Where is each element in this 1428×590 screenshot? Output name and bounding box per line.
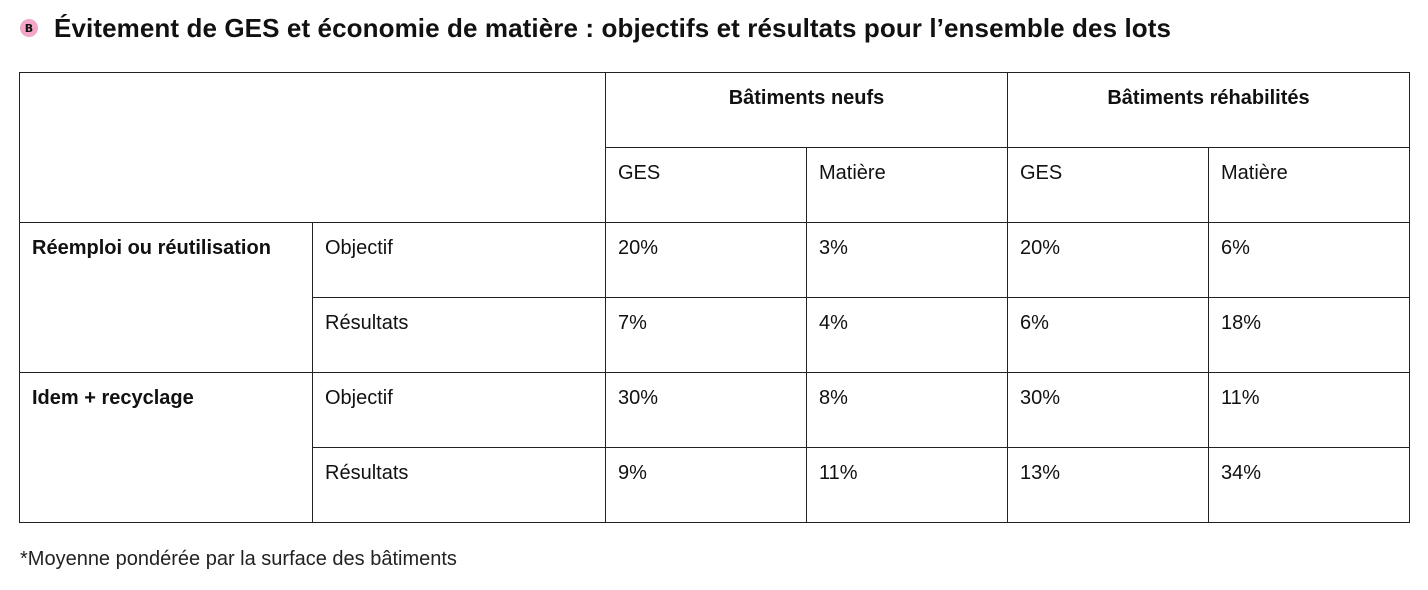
table-cell: 18% — [1207, 297, 1411, 373]
table-cell: 20% — [605, 222, 807, 298]
table-cell: 3% — [806, 222, 1008, 298]
row-label: Objectif — [312, 222, 606, 298]
category-label-reuse: Réemploi ou réutilisation — [19, 222, 313, 373]
row-label: Objectif — [312, 372, 606, 448]
table-cell: 11% — [806, 447, 1008, 523]
group-header-rehab-buildings: Bâtiments réhabilités — [1006, 72, 1411, 148]
row-label: Résultats — [312, 447, 606, 523]
table-cell: 34% — [1207, 447, 1411, 523]
empty-corner-cell — [19, 72, 606, 223]
table-cell: 13% — [1007, 447, 1209, 523]
table-cell: 20% — [1007, 222, 1209, 298]
table-cell: 11% — [1207, 372, 1411, 448]
table-cell: 30% — [605, 372, 807, 448]
table-cell: 4% — [806, 297, 1008, 373]
column-header-ges-rehab: GES — [1007, 147, 1209, 223]
section-title: Évitement de GES et économie de matière … — [54, 12, 1172, 43]
results-table: Bâtiments neufs Bâtiments réhabilités GE… — [19, 72, 1411, 523]
section-badge: B — [20, 19, 38, 37]
table-cell: 30% — [1007, 372, 1209, 448]
table-row: Résultats 9% 11% 13% 34% — [20, 447, 1411, 523]
table-cell: 6% — [1007, 297, 1209, 373]
table-row: Réemploi ou réutilisation Objectif 20% 3… — [19, 222, 1411, 373]
section-heading: B Évitement de GES et économie de matièr… — [20, 8, 1171, 48]
table-cell: 7% — [605, 297, 807, 373]
column-header-matiere-new: Matière — [806, 147, 1008, 223]
footnote: *Moyenne pondérée par la surface des bât… — [20, 548, 457, 570]
category-label-recycling: Idem + recyclage — [19, 372, 313, 523]
table-header-row-groups: Bâtiments neufs Bâtiments réhabilités — [19, 72, 1411, 223]
table-cell: 9% — [605, 447, 807, 523]
table-row: Résultats 7% 4% 6% 18% — [20, 297, 1411, 373]
row-label: Résultats — [312, 297, 606, 373]
table-cell: 6% — [1207, 222, 1411, 298]
column-header-matiere-rehab: Matière — [1207, 147, 1411, 223]
table-cell: 8% — [806, 372, 1008, 448]
group-header-new-buildings: Bâtiments neufs — [605, 72, 1008, 148]
column-header-ges-new: GES — [605, 147, 807, 223]
table-row: Idem + recyclage Objectif 30% 8% 30% 11% — [19, 372, 1411, 523]
table-header-row-metrics: GES Matière GES Matière — [20, 147, 1411, 223]
